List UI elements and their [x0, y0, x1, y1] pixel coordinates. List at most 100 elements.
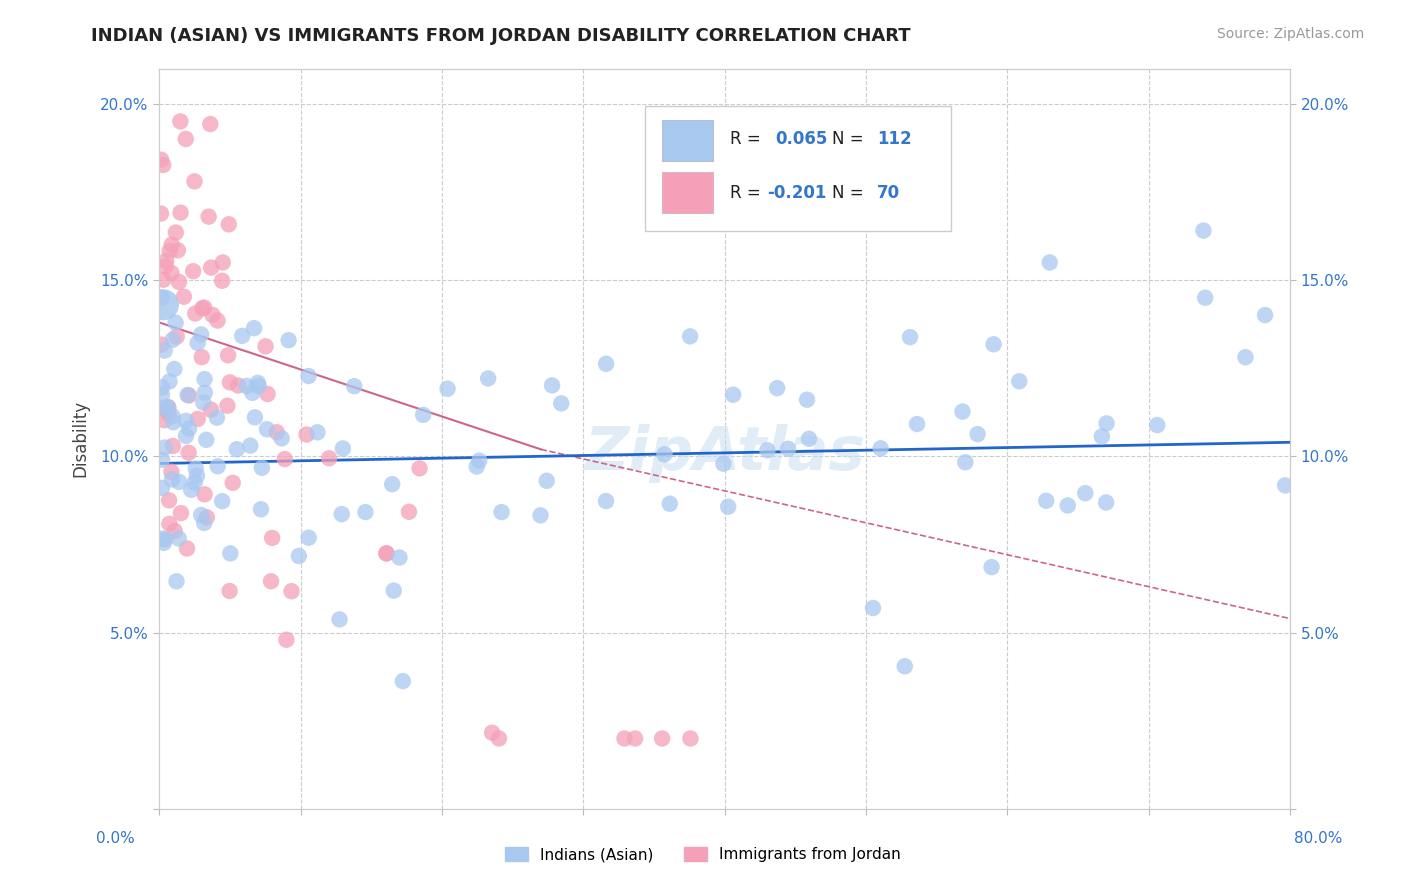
- Point: [184, 307, 207, 321]
- Point: [200, 260, 222, 275]
- Point: [157, 516, 180, 531]
- Point: [194, 385, 217, 400]
- Point: [193, 516, 215, 530]
- Point: [152, 401, 174, 416]
- Point: [177, 446, 200, 460]
- Point: [153, 343, 176, 358]
- Point: [166, 329, 188, 343]
- Point: [297, 369, 319, 384]
- Point: [166, 574, 188, 589]
- Point: [184, 461, 207, 475]
- Point: [465, 459, 488, 474]
- Point: [155, 253, 177, 268]
- Point: [382, 583, 405, 598]
- Legend: Indians (Asian), Immigrants from Jordan: Indians (Asian), Immigrants from Jordan: [505, 847, 901, 862]
- Point: [1194, 291, 1216, 305]
- Point: [177, 388, 200, 402]
- Point: [217, 399, 239, 413]
- Point: [1234, 350, 1257, 364]
- Point: [162, 415, 184, 429]
- Point: [205, 410, 228, 425]
- Point: [159, 244, 181, 258]
- Point: [254, 339, 277, 353]
- Point: [183, 475, 205, 490]
- Point: [153, 533, 176, 547]
- Point: [195, 510, 218, 524]
- Point: [179, 421, 201, 435]
- Point: [173, 290, 195, 304]
- Point: [150, 388, 173, 402]
- Point: [157, 493, 180, 508]
- Point: [150, 337, 173, 351]
- Point: [1095, 495, 1118, 509]
- Point: [150, 291, 173, 305]
- Point: [163, 524, 186, 538]
- Point: [381, 477, 404, 491]
- Point: [280, 584, 302, 599]
- Point: [160, 266, 183, 280]
- Point: [217, 348, 239, 362]
- Point: [270, 431, 292, 445]
- Point: [162, 439, 184, 453]
- Point: [153, 413, 176, 427]
- FancyBboxPatch shape: [645, 105, 950, 231]
- Point: [235, 379, 257, 393]
- Point: [332, 442, 354, 456]
- Point: [952, 404, 974, 418]
- Point: [679, 329, 702, 343]
- Point: [150, 481, 173, 495]
- Point: [330, 507, 353, 521]
- Point: [1095, 417, 1118, 431]
- Point: [624, 731, 647, 746]
- Point: [187, 412, 209, 426]
- Point: [288, 549, 311, 563]
- Point: [190, 350, 212, 364]
- Point: [222, 475, 245, 490]
- Point: [162, 409, 184, 424]
- Point: [160, 472, 183, 486]
- Point: [231, 329, 253, 343]
- Text: 0.065: 0.065: [776, 130, 828, 148]
- Point: [375, 546, 398, 560]
- Point: [354, 505, 377, 519]
- Point: [295, 427, 318, 442]
- Point: [983, 337, 1005, 351]
- Point: [150, 206, 173, 220]
- Point: [491, 505, 513, 519]
- Point: [654, 447, 676, 461]
- Point: [541, 378, 564, 392]
- Point: [174, 132, 197, 146]
- Point: [180, 483, 202, 497]
- Point: [169, 114, 191, 128]
- Text: N =: N =: [832, 184, 869, 202]
- Point: [167, 275, 190, 289]
- Point: [481, 725, 503, 739]
- Point: [211, 494, 233, 508]
- Point: [152, 158, 174, 172]
- Point: [218, 217, 240, 231]
- Point: [797, 432, 820, 446]
- Point: [186, 468, 208, 483]
- Point: [894, 659, 917, 673]
- Point: [159, 375, 181, 389]
- Point: [167, 475, 190, 489]
- Point: [375, 546, 398, 560]
- Point: [412, 408, 434, 422]
- Point: [550, 396, 572, 410]
- Point: [197, 210, 219, 224]
- Point: [174, 414, 197, 428]
- Point: [226, 378, 249, 392]
- Point: [436, 382, 458, 396]
- Point: [193, 395, 215, 409]
- Point: [328, 612, 350, 626]
- Point: [869, 442, 891, 456]
- Point: [1074, 486, 1097, 500]
- Point: [392, 674, 415, 689]
- Bar: [662, 120, 713, 161]
- Point: [966, 427, 988, 442]
- Point: [1056, 499, 1078, 513]
- Point: [152, 401, 174, 415]
- Point: [1091, 429, 1114, 443]
- Point: [256, 387, 278, 401]
- Point: [170, 506, 193, 520]
